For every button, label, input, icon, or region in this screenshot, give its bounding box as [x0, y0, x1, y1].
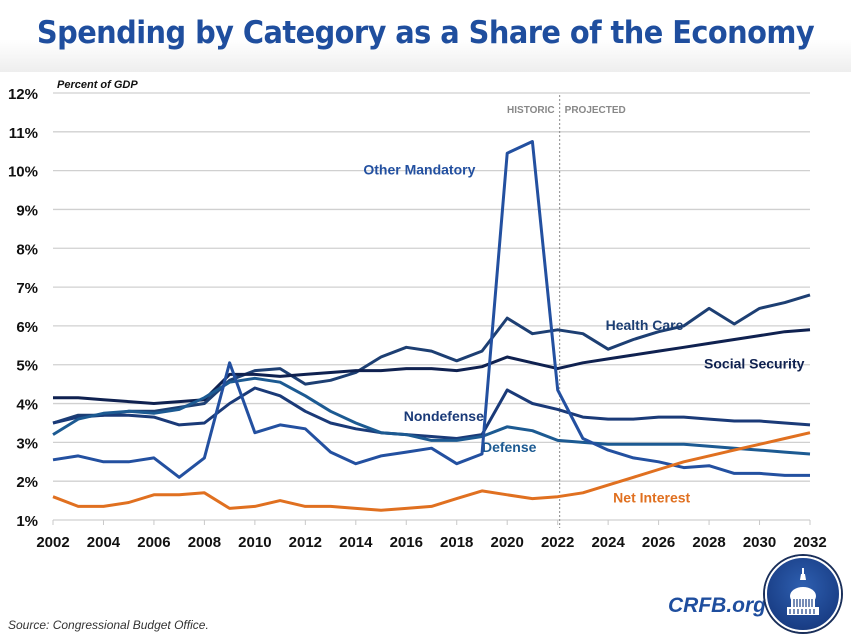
- y-tick-label: 1%: [16, 513, 38, 530]
- chart-area: 1% 2% 3% 4% 5% 6% 7% 8% 9% 10% 11% 12% Percent of GD…: [0, 72, 851, 602]
- y-tick-label: 5%: [16, 358, 38, 375]
- x-tick-label: 2012: [289, 534, 322, 551]
- y-tick-label: 10%: [8, 164, 38, 181]
- y-tick-label: 6%: [16, 319, 38, 336]
- x-tick-label: 2010: [238, 534, 271, 551]
- source-note: Source: Congressional Budget Office.: [8, 618, 209, 632]
- y-tick-label: 7%: [16, 280, 38, 297]
- y-tick-label: 9%: [16, 202, 38, 219]
- series-label-health-care: Health Care: [606, 317, 684, 333]
- historic-label: HISTORIC: [507, 105, 555, 116]
- x-tick-label: 2028: [692, 534, 725, 551]
- series-line-nondefense: [52, 386, 811, 440]
- y-tick-label: 12%: [8, 86, 38, 103]
- x-tick-label: 2030: [743, 534, 776, 551]
- x-tick-label: 2032: [793, 534, 826, 551]
- x-tick-label: 2020: [491, 534, 524, 551]
- x-tick-label: 2014: [339, 534, 373, 551]
- series-line-other-mandatory: [52, 140, 810, 479]
- capitol-dome-icon: [765, 556, 841, 632]
- y-tick-label: 11%: [9, 125, 38, 142]
- x-tick-label: 2018: [440, 534, 473, 551]
- x-tick-label: 2024: [591, 534, 625, 551]
- series-line-social-security: [53, 328, 811, 405]
- x-tick-label: 2016: [390, 534, 423, 551]
- series-line-net-interest: [52, 431, 811, 512]
- x-tick-label: 2026: [642, 534, 675, 551]
- series-label-other-mandatory: Other Mandatory: [363, 162, 475, 178]
- y-tick-label: 8%: [16, 241, 38, 258]
- brand-link[interactable]: CRFB.org: [668, 594, 766, 617]
- projected-label: PROJECTED: [565, 105, 626, 116]
- y-tick-label: 3%: [16, 435, 38, 452]
- y-axis-label: Percent of GDP: [57, 79, 138, 91]
- x-tick-label: 2022: [541, 534, 574, 551]
- series-label-net-interest: Net Interest: [613, 490, 690, 506]
- series-line-health-care: [52, 293, 811, 425]
- x-tick-label: 2004: [87, 534, 121, 551]
- x-tick-label: 2008: [188, 534, 221, 551]
- capitol-logo-graphic: [787, 568, 819, 615]
- y-tick-label: 4%: [16, 397, 38, 414]
- line-chart: 1% 2% 3% 4% 5% 6% 7% 8% 9% 10% 11% 12% Percent of GD…: [8, 79, 827, 551]
- x-tick-label: 2006: [137, 534, 170, 551]
- y-tick-label: 2%: [16, 474, 38, 491]
- page-title: Spending by Category as a Share of the E…: [36, 15, 815, 51]
- series-label-defense: Defense: [482, 439, 537, 455]
- series-line-defense: [52, 376, 811, 456]
- header-band: Spending by Category as a Share of the E…: [0, 0, 851, 72]
- x-tick-label: 2002: [36, 534, 69, 551]
- series-label-social-security: Social Security: [704, 356, 805, 372]
- series-label-nondefense: Nondefense: [404, 408, 484, 424]
